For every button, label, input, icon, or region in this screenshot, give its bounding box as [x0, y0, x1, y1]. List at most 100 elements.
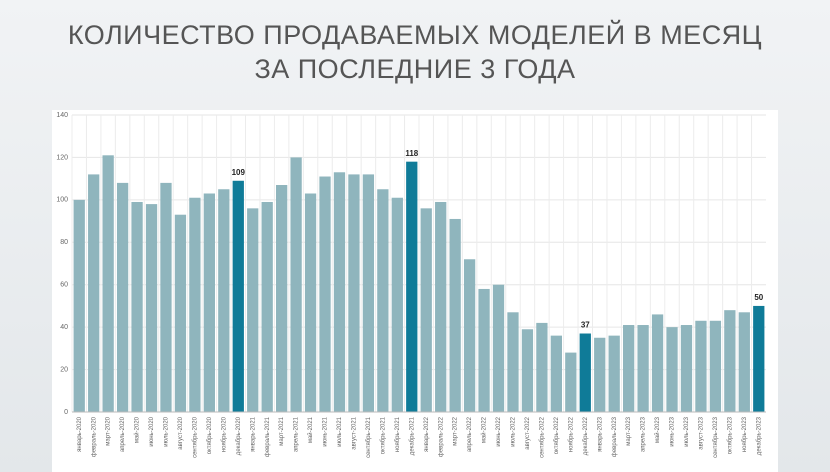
x-tick-label: октябрь-2020 [207, 416, 213, 454]
x-tick-label: декабрь-2023 [756, 416, 762, 455]
x-tick-label: апрель-2023 [641, 416, 647, 452]
y-tick-label: 120 [56, 154, 68, 161]
x-tick-label: июнь-2022 [496, 416, 502, 446]
y-tick-label: 100 [56, 197, 68, 204]
x-tick-label: июль-2022 [511, 416, 517, 446]
x-tick-label: сентябрь-2023 [713, 416, 719, 458]
bar [435, 201, 447, 412]
bar [290, 157, 302, 412]
x-tick-label: ноябрь-2021 [395, 416, 401, 452]
data-label: 109 [232, 168, 246, 177]
bar [651, 314, 664, 412]
y-tick-label: 60 [60, 282, 68, 289]
x-tick-label: январь-2022 [424, 416, 430, 451]
x-tick-label: январь-2023 [597, 416, 603, 451]
x-tick-label: май-2020 [134, 416, 141, 443]
x-tick-label: август-2022 [525, 416, 531, 449]
bar [73, 199, 85, 412]
data-label: 37 [581, 321, 590, 330]
bar [579, 333, 591, 412]
x-tick-label: август-2020 [178, 416, 184, 449]
x-tick-label: апрель-2021 [294, 416, 300, 452]
bar [623, 325, 635, 412]
x-tick-label: ноябрь-2022 [568, 416, 574, 452]
y-tick-label: 40 [60, 324, 68, 331]
chart-title: ЗА ПОСЛЕДНИЕ 3 ГОДА [254, 54, 575, 84]
bar [724, 310, 736, 412]
bar [348, 174, 360, 412]
x-tick-label: декабрь-2022 [583, 416, 589, 455]
x-tick-label: февраль-2023 [612, 416, 618, 457]
bar [261, 201, 273, 412]
x-tick-label: март-2020 [106, 416, 112, 445]
bar [131, 201, 143, 412]
bar [594, 337, 606, 412]
bar [319, 176, 331, 412]
bar [377, 189, 389, 412]
bar [88, 174, 100, 412]
bar [666, 327, 678, 412]
bar [203, 193, 215, 412]
x-tick-label: ноябрь-2020 [221, 416, 227, 452]
x-tick-label: июнь-2020 [149, 416, 155, 446]
x-tick-label: сентябрь-2020 [192, 416, 198, 458]
bar [160, 182, 172, 412]
x-tick-label: декабрь-2021 [409, 416, 415, 455]
bar [536, 322, 548, 412]
bar [362, 174, 375, 412]
x-tick-label: июнь-2023 [670, 416, 676, 446]
x-tick-label: февраль-2020 [91, 416, 97, 457]
x-tick-label: июль-2023 [684, 416, 690, 446]
y-tick-label: 20 [60, 366, 68, 373]
x-tick-label: июль-2021 [337, 416, 343, 446]
x-tick-label: август-2021 [352, 416, 358, 449]
x-tick-label: октябрь-2022 [554, 416, 560, 454]
chart-title: КОЛИЧЕСТВО ПРОДАВАЕМЫХ МОДЕЛЕЙ В МЕСЯЦ [68, 19, 762, 50]
bar [232, 180, 244, 412]
bar [463, 259, 476, 412]
bar [116, 182, 129, 412]
x-tick-label: ноябрь-2023 [742, 416, 748, 452]
x-tick-label: август-2023 [699, 416, 705, 449]
bar [738, 312, 750, 412]
bar [449, 218, 461, 412]
bar [608, 335, 620, 412]
bar [550, 335, 562, 412]
x-tick-label: май-2021 [307, 416, 314, 443]
bar [247, 208, 259, 412]
bar [102, 155, 114, 413]
x-tick-label: октябрь-2021 [380, 416, 386, 454]
bar [680, 325, 693, 412]
x-tick-label: июнь-2021 [323, 416, 329, 446]
x-tick-label: январь-2020 [77, 416, 83, 451]
x-tick-label: апрель-2020 [120, 416, 126, 452]
x-tick-label: декабрь-2020 [236, 416, 242, 455]
bar [521, 329, 534, 412]
bar [420, 208, 432, 412]
bar [507, 312, 519, 412]
x-tick-label: апрель-2022 [467, 416, 473, 452]
bar [695, 320, 707, 412]
x-tick-label: май-2022 [481, 416, 488, 443]
y-tick-label: 140 [56, 112, 68, 119]
bar [565, 352, 577, 412]
bar [145, 204, 158, 412]
data-label: 50 [754, 293, 763, 302]
bar [333, 172, 346, 412]
bar [637, 325, 649, 412]
bar [478, 288, 490, 412]
x-tick-label: март-2021 [279, 416, 285, 445]
x-tick-label: январь-2021 [250, 416, 256, 451]
bar [391, 197, 403, 412]
bar [276, 185, 288, 412]
x-tick-label: февраль-2022 [438, 416, 444, 457]
x-tick-label: сентябрь-2021 [366, 416, 372, 458]
bar [406, 161, 418, 412]
data-label: 118 [405, 149, 418, 158]
x-tick-label: октябрь-2023 [727, 416, 733, 454]
bar [709, 320, 722, 412]
x-tick-label: май-2023 [654, 416, 661, 443]
y-tick-label: 80 [60, 239, 68, 246]
